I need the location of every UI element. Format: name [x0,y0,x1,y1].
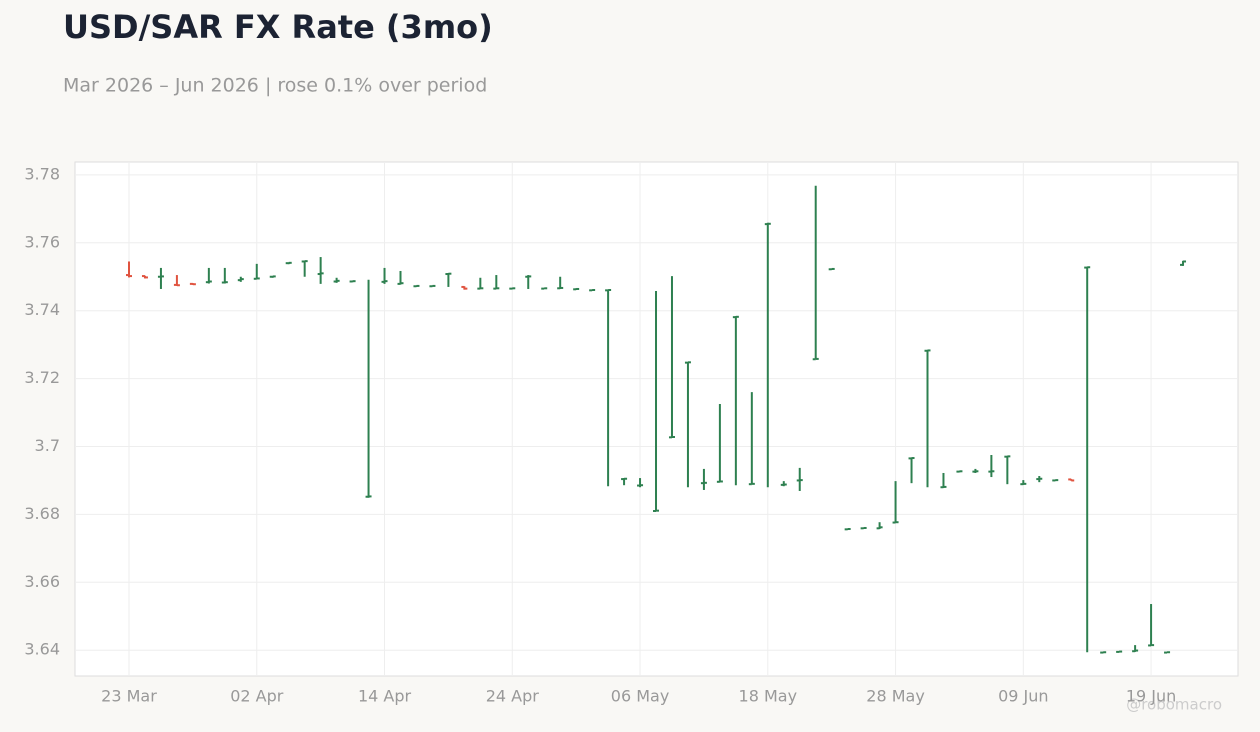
watermark: @robomacro [1126,696,1222,714]
y-tick-label: 3.68 [24,504,60,523]
y-tick-label: 3.66 [24,572,60,591]
x-tick-label: 02 Apr [230,687,284,706]
x-tick-label: 14 Apr [358,687,412,706]
y-tick-label: 3.74 [24,300,60,319]
x-tick-label: 18 May [739,687,798,706]
x-tick-label: 24 Apr [486,687,540,706]
x-tick-label: 23 Mar [101,687,157,706]
y-tick-label: 3.78 [24,164,60,183]
x-tick-label: 19 Jun [1126,687,1176,706]
chart-title: USD/SAR FX Rate (3mo) [63,8,493,46]
chart-subtitle: Mar 2026 – Jun 2026 | rose 0.1% over per… [63,75,487,97]
x-tick-label: 09 Jun [998,687,1048,706]
y-tick-label: 3.72 [24,368,60,387]
x-tick-label: 28 May [866,687,925,706]
y-tick-label: 3.76 [24,232,60,251]
y-tick-label: 3.64 [24,640,60,659]
x-tick-label: 06 May [611,687,670,706]
y-tick-label: 3.7 [35,436,60,455]
